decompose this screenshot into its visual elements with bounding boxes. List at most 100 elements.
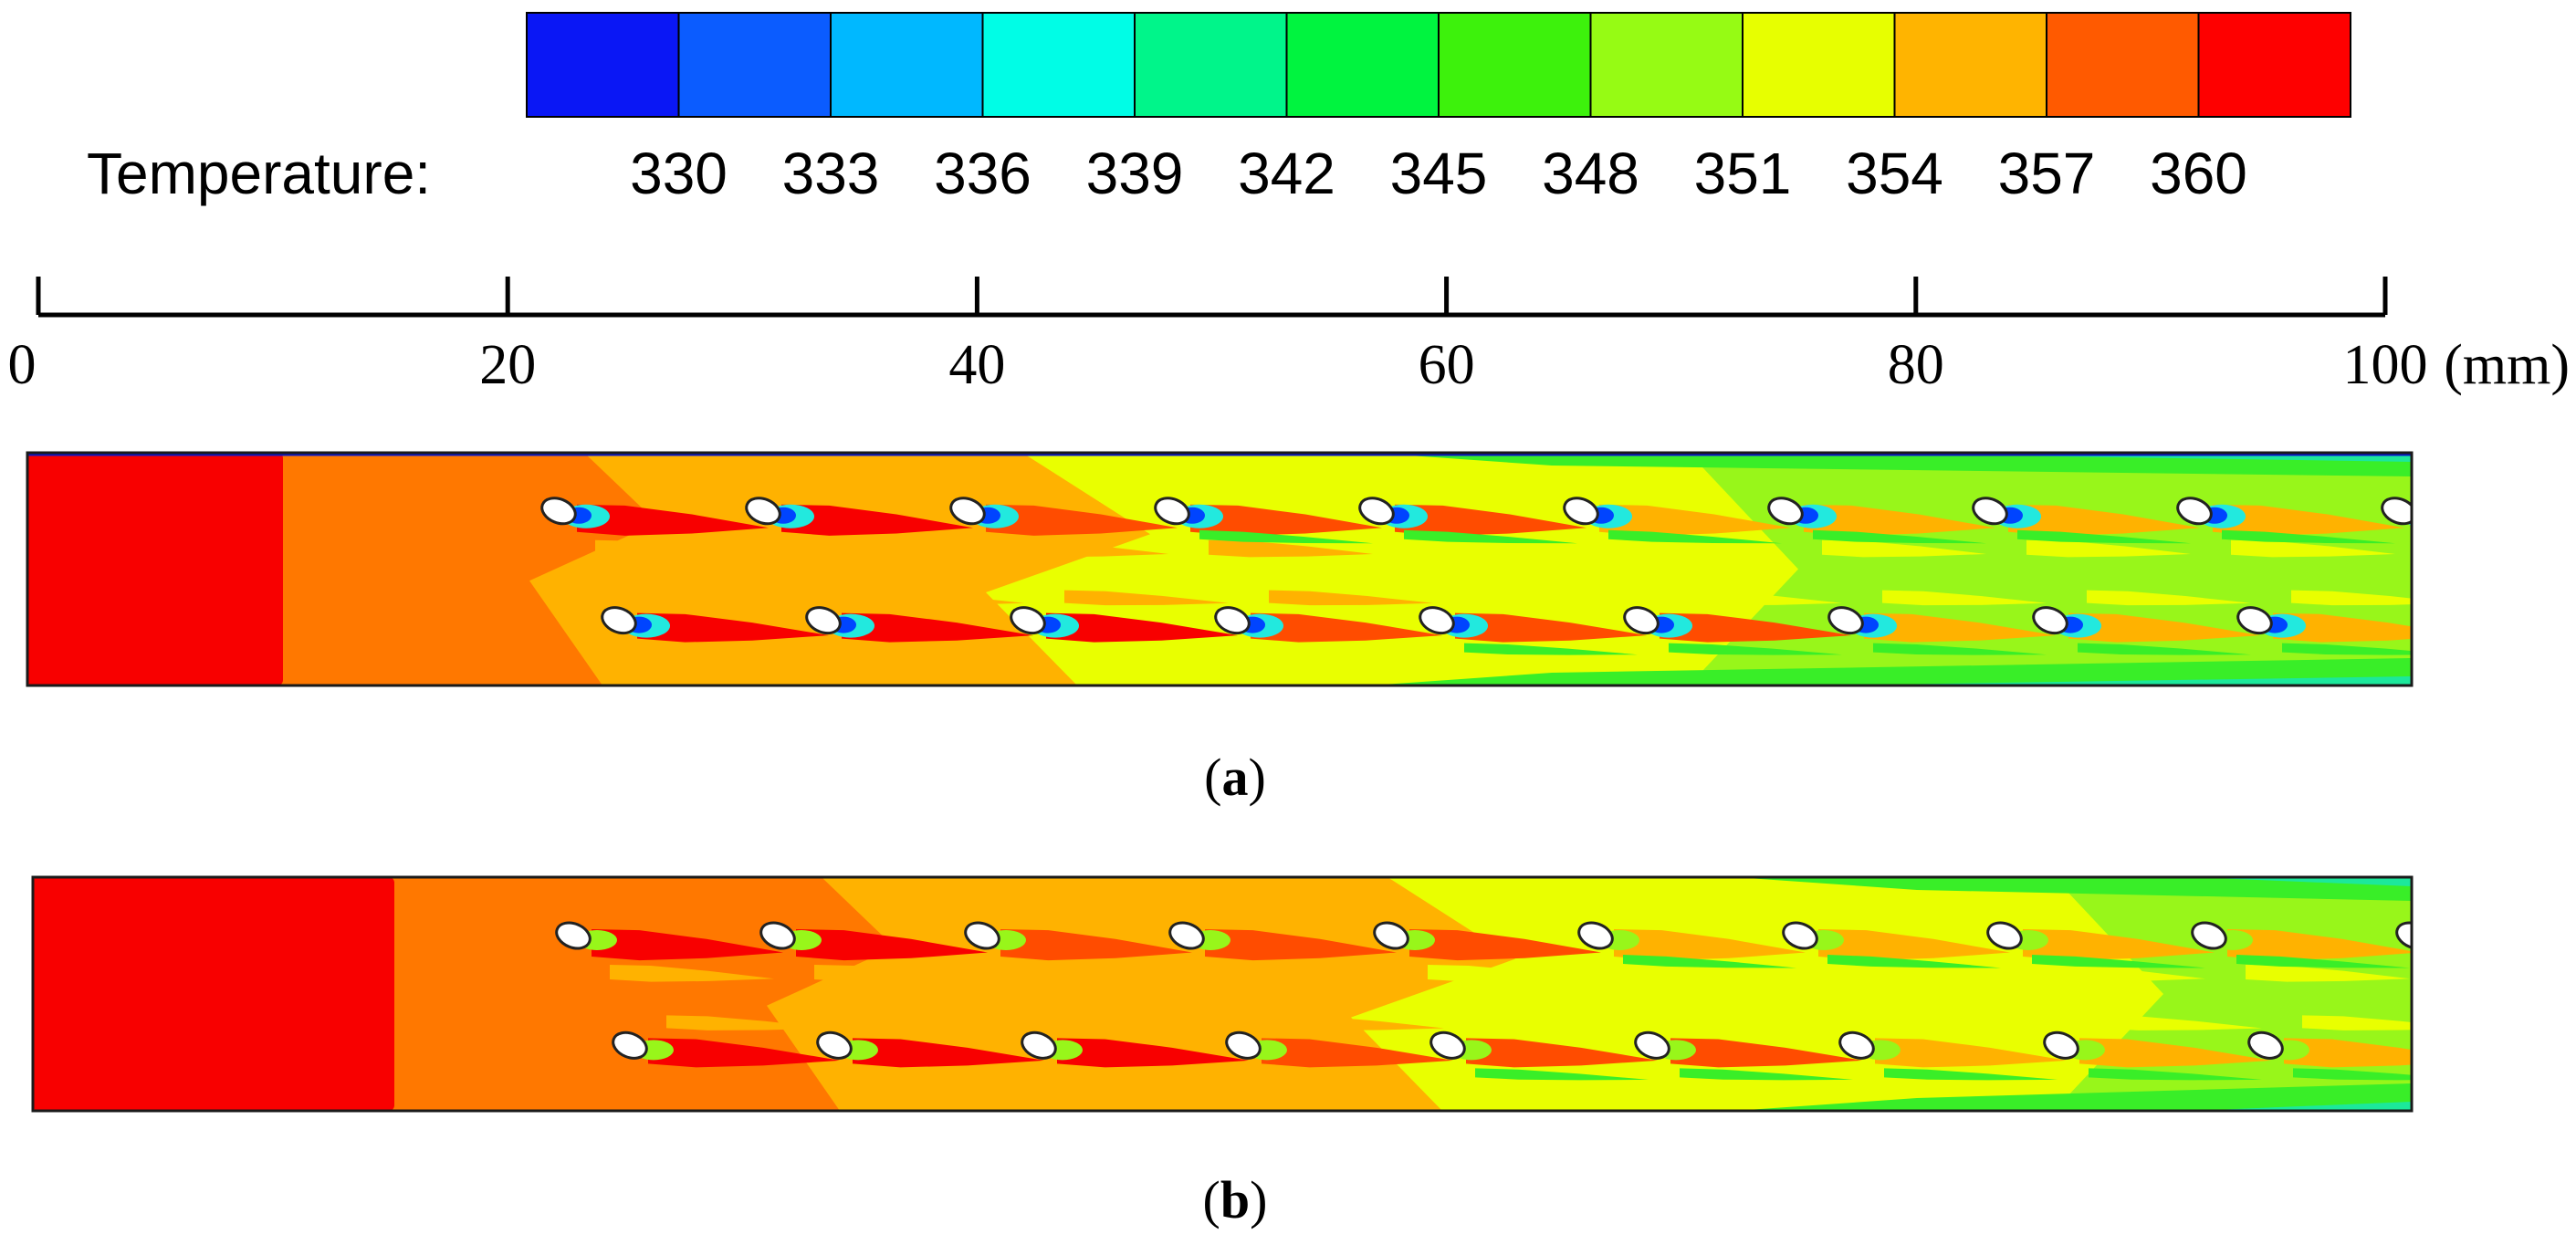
wake-streak xyxy=(1623,955,1796,968)
wake-streak xyxy=(1057,1038,1249,1068)
wake-streak xyxy=(2291,590,2412,606)
wake-streak xyxy=(796,929,988,961)
legend-swatch xyxy=(526,12,680,118)
pin-fin xyxy=(1782,921,1818,950)
pin-fin xyxy=(2381,497,2412,526)
wake-streak xyxy=(1000,929,1192,961)
pin-fin xyxy=(1838,1031,1875,1060)
pin-fin xyxy=(2247,1031,2284,1060)
wake-streak xyxy=(1409,929,1601,961)
wake-streak xyxy=(2284,1038,2412,1068)
wake-streak xyxy=(1413,539,1577,558)
wake-streak xyxy=(1428,965,1592,982)
pin-fin xyxy=(612,1031,648,1060)
wake-streak xyxy=(781,504,973,536)
pin-fin xyxy=(2043,1031,2079,1060)
legend-value: 333 xyxy=(782,141,880,206)
inlet-hot-zone xyxy=(27,453,283,685)
scale-bar: 0 20 40 60 80 100 (mm) xyxy=(8,277,2570,396)
wake-streak xyxy=(1689,1015,1853,1031)
wake-streak xyxy=(2246,965,2410,982)
legend-value: 339 xyxy=(1086,141,1184,206)
wake-streak xyxy=(2087,590,2251,606)
caption-a: (a) xyxy=(1204,748,1266,807)
wake-streak xyxy=(1455,612,1647,643)
wake-streak xyxy=(2098,1015,2262,1031)
wake-streak xyxy=(1223,965,1387,982)
wake-streak xyxy=(2078,643,2251,655)
pin-fin xyxy=(1623,606,1660,635)
wake-streak xyxy=(1280,1015,1444,1031)
wake-streak xyxy=(1075,1015,1240,1031)
contour-field-b xyxy=(33,877,2412,1111)
legend-value: 354 xyxy=(1846,141,1943,206)
pin-fin xyxy=(1214,606,1251,635)
wall-band xyxy=(1826,676,2412,685)
wake-streak xyxy=(1205,929,1397,961)
wall-band xyxy=(1369,453,2412,476)
legend-value: 348 xyxy=(1542,141,1639,206)
wake-streak xyxy=(1484,1015,1649,1031)
wake-streak xyxy=(648,1038,840,1068)
wake-streak xyxy=(1882,590,2047,606)
wake-streak xyxy=(1864,612,2056,643)
wake-streak xyxy=(2273,612,2412,643)
wake-streak xyxy=(871,1015,1035,1031)
legend-swatch xyxy=(2197,12,2351,118)
pin-fin xyxy=(1225,1031,1262,1060)
pin-fin xyxy=(2236,606,2273,635)
wake-streak xyxy=(1875,1038,2067,1068)
wake-streak xyxy=(592,929,783,961)
wall-band xyxy=(1734,1083,2412,1111)
pin-fin xyxy=(601,606,637,635)
wake-streak xyxy=(1822,539,1986,558)
wake-streak xyxy=(1614,929,1806,961)
pin-fin xyxy=(1373,921,1409,950)
pin-fin xyxy=(759,921,796,950)
wake-streak xyxy=(1251,612,1442,643)
wake-streak xyxy=(595,539,759,558)
wake-streak xyxy=(1004,539,1168,558)
wake-streak xyxy=(1670,1038,1862,1068)
wake-streak xyxy=(610,965,774,982)
wake-streak xyxy=(1608,529,1782,544)
pin-fin xyxy=(1021,1031,1057,1060)
wake-streak xyxy=(637,612,829,643)
wake-streak xyxy=(1209,539,1373,558)
scale-tick-label: 80 xyxy=(1888,334,1944,396)
pin-fin xyxy=(1577,921,1614,950)
wake-streak xyxy=(666,1015,831,1031)
pin-fin xyxy=(745,497,781,526)
wake-streak xyxy=(2017,529,2191,544)
scale-tick-label: 100 xyxy=(2343,334,2428,396)
legend-value: 360 xyxy=(2150,141,2247,206)
wake-streak xyxy=(1262,1038,1453,1068)
scale-tick-label: 20 xyxy=(479,334,536,396)
pin-fin xyxy=(964,921,1000,950)
legend-swatch xyxy=(981,12,1136,118)
pin-fin xyxy=(555,921,592,950)
legend-value: 336 xyxy=(934,141,1031,206)
legend-swatch xyxy=(830,12,984,118)
wall-band xyxy=(1369,658,2412,685)
wake-streak xyxy=(2068,612,2260,643)
legend-swatch xyxy=(1134,12,1288,118)
wake-streak xyxy=(1680,1068,1853,1081)
wake-streak xyxy=(1669,643,1842,655)
wake-streak xyxy=(1269,590,1433,606)
wake-streak xyxy=(1064,590,1229,606)
wake-streak xyxy=(1818,929,2010,961)
wake-streak xyxy=(1618,539,1782,558)
wake-streak xyxy=(2026,539,2191,558)
wake-streak xyxy=(1813,529,1986,544)
pin-fin xyxy=(1010,606,1046,635)
pin-fin xyxy=(1767,497,1804,526)
panel-a-frame xyxy=(26,451,2414,687)
pin-fin xyxy=(1827,606,1864,635)
wake-streak xyxy=(1190,504,1382,536)
wake-streak xyxy=(860,590,1024,606)
pin-fin xyxy=(2191,921,2227,950)
wake-streak xyxy=(1473,590,1638,606)
